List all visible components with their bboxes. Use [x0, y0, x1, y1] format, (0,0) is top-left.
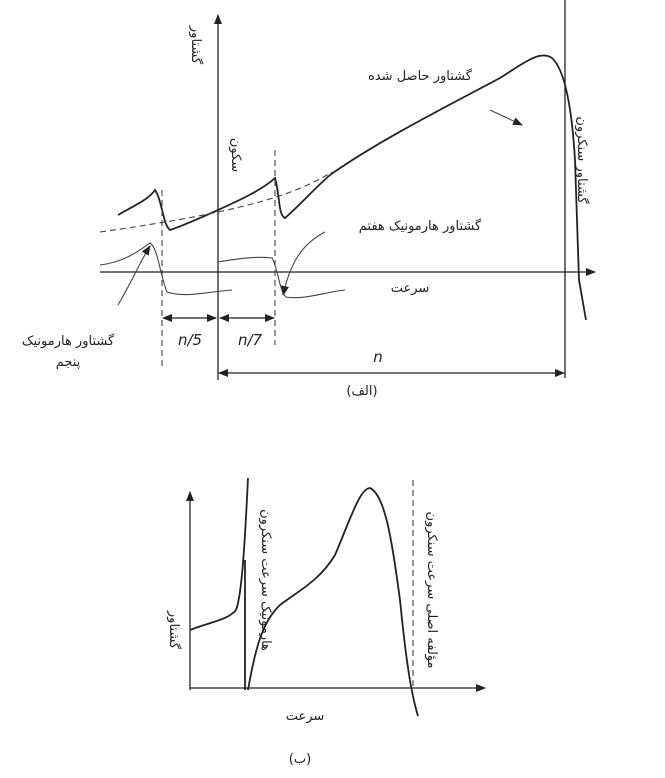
standstill-label: سکون	[228, 138, 243, 172]
y-axis-label: گشتاور	[166, 610, 182, 650]
x-axis-label: سرعت	[391, 281, 430, 296]
fifth-label: پنجم	[56, 355, 81, 370]
dim-label: n/7	[238, 331, 263, 349]
figure-b: گشتاور هارمونیک سرعت سنکرون مؤلفه اصلی س…	[166, 477, 486, 767]
caption: (ب)	[289, 752, 311, 767]
pointer	[117, 245, 151, 306]
seventh-harmonic	[217, 256, 346, 299]
fifth-label: گشتاور هارمونیک	[22, 333, 115, 349]
y-axis-label: گشتاور	[188, 25, 204, 65]
pointer	[489, 109, 523, 126]
pointer	[281, 231, 326, 296]
synchronous-label: گشتاور سنکرون	[574, 116, 590, 204]
fundamental-label: مؤلفه اصلی سرعت سنکرون	[424, 512, 439, 669]
fundamental-curve	[247, 487, 419, 717]
dim-label: n/5	[178, 331, 202, 349]
seventh-label: گشتاور هارمونیک هفتم	[359, 218, 482, 234]
harmonic-label: هارمونیک سرعت سنکرون	[258, 509, 273, 651]
dim-label: n	[373, 348, 383, 366]
fundamental-curve	[99, 171, 333, 233]
harmonic-curve	[189, 477, 249, 631]
x-axis-label: سرعت	[286, 709, 325, 724]
resultant-label: گشتاور حاصل شده	[368, 68, 473, 84]
caption: (الف)	[346, 384, 377, 399]
resultant-curve	[117, 54, 587, 321]
fifth-harmonic	[99, 242, 233, 296]
figure-a: گشتاور سکون گشتاور حاصل شده گشتاور سنکرو…	[22, 0, 596, 399]
